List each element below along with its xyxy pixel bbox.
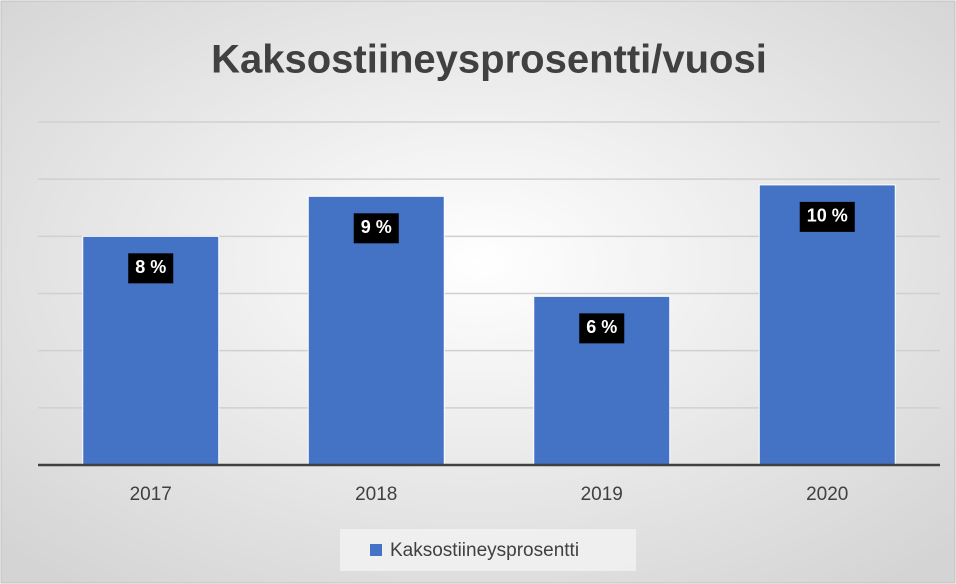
data-label: 9 %	[353, 213, 399, 244]
legend-box	[340, 529, 636, 571]
data-label: 10 %	[799, 201, 855, 232]
data-label-text: 9 %	[361, 217, 392, 237]
data-label-text: 6 %	[586, 317, 617, 337]
x-tick-label: 2018	[355, 484, 397, 505]
data-label-box	[353, 213, 399, 244]
data-label-text: 10 %	[807, 206, 848, 226]
chart-title: Kaksostiineysprosentti/vuosi	[211, 38, 767, 82]
x-tick-label: 2019	[581, 484, 623, 505]
data-label: 8 %	[128, 253, 174, 284]
data-label-text: 8 %	[135, 257, 166, 277]
data-label-box	[579, 313, 625, 344]
data-label-box	[128, 253, 174, 284]
x-tick-label: 2020	[806, 484, 848, 505]
legend-label: Kaksostiineysprosentti	[390, 540, 579, 561]
legend-swatch	[370, 544, 382, 556]
x-tick-label: 2017	[130, 484, 172, 505]
data-label: 6 %	[579, 313, 625, 344]
data-label-box	[799, 201, 855, 232]
